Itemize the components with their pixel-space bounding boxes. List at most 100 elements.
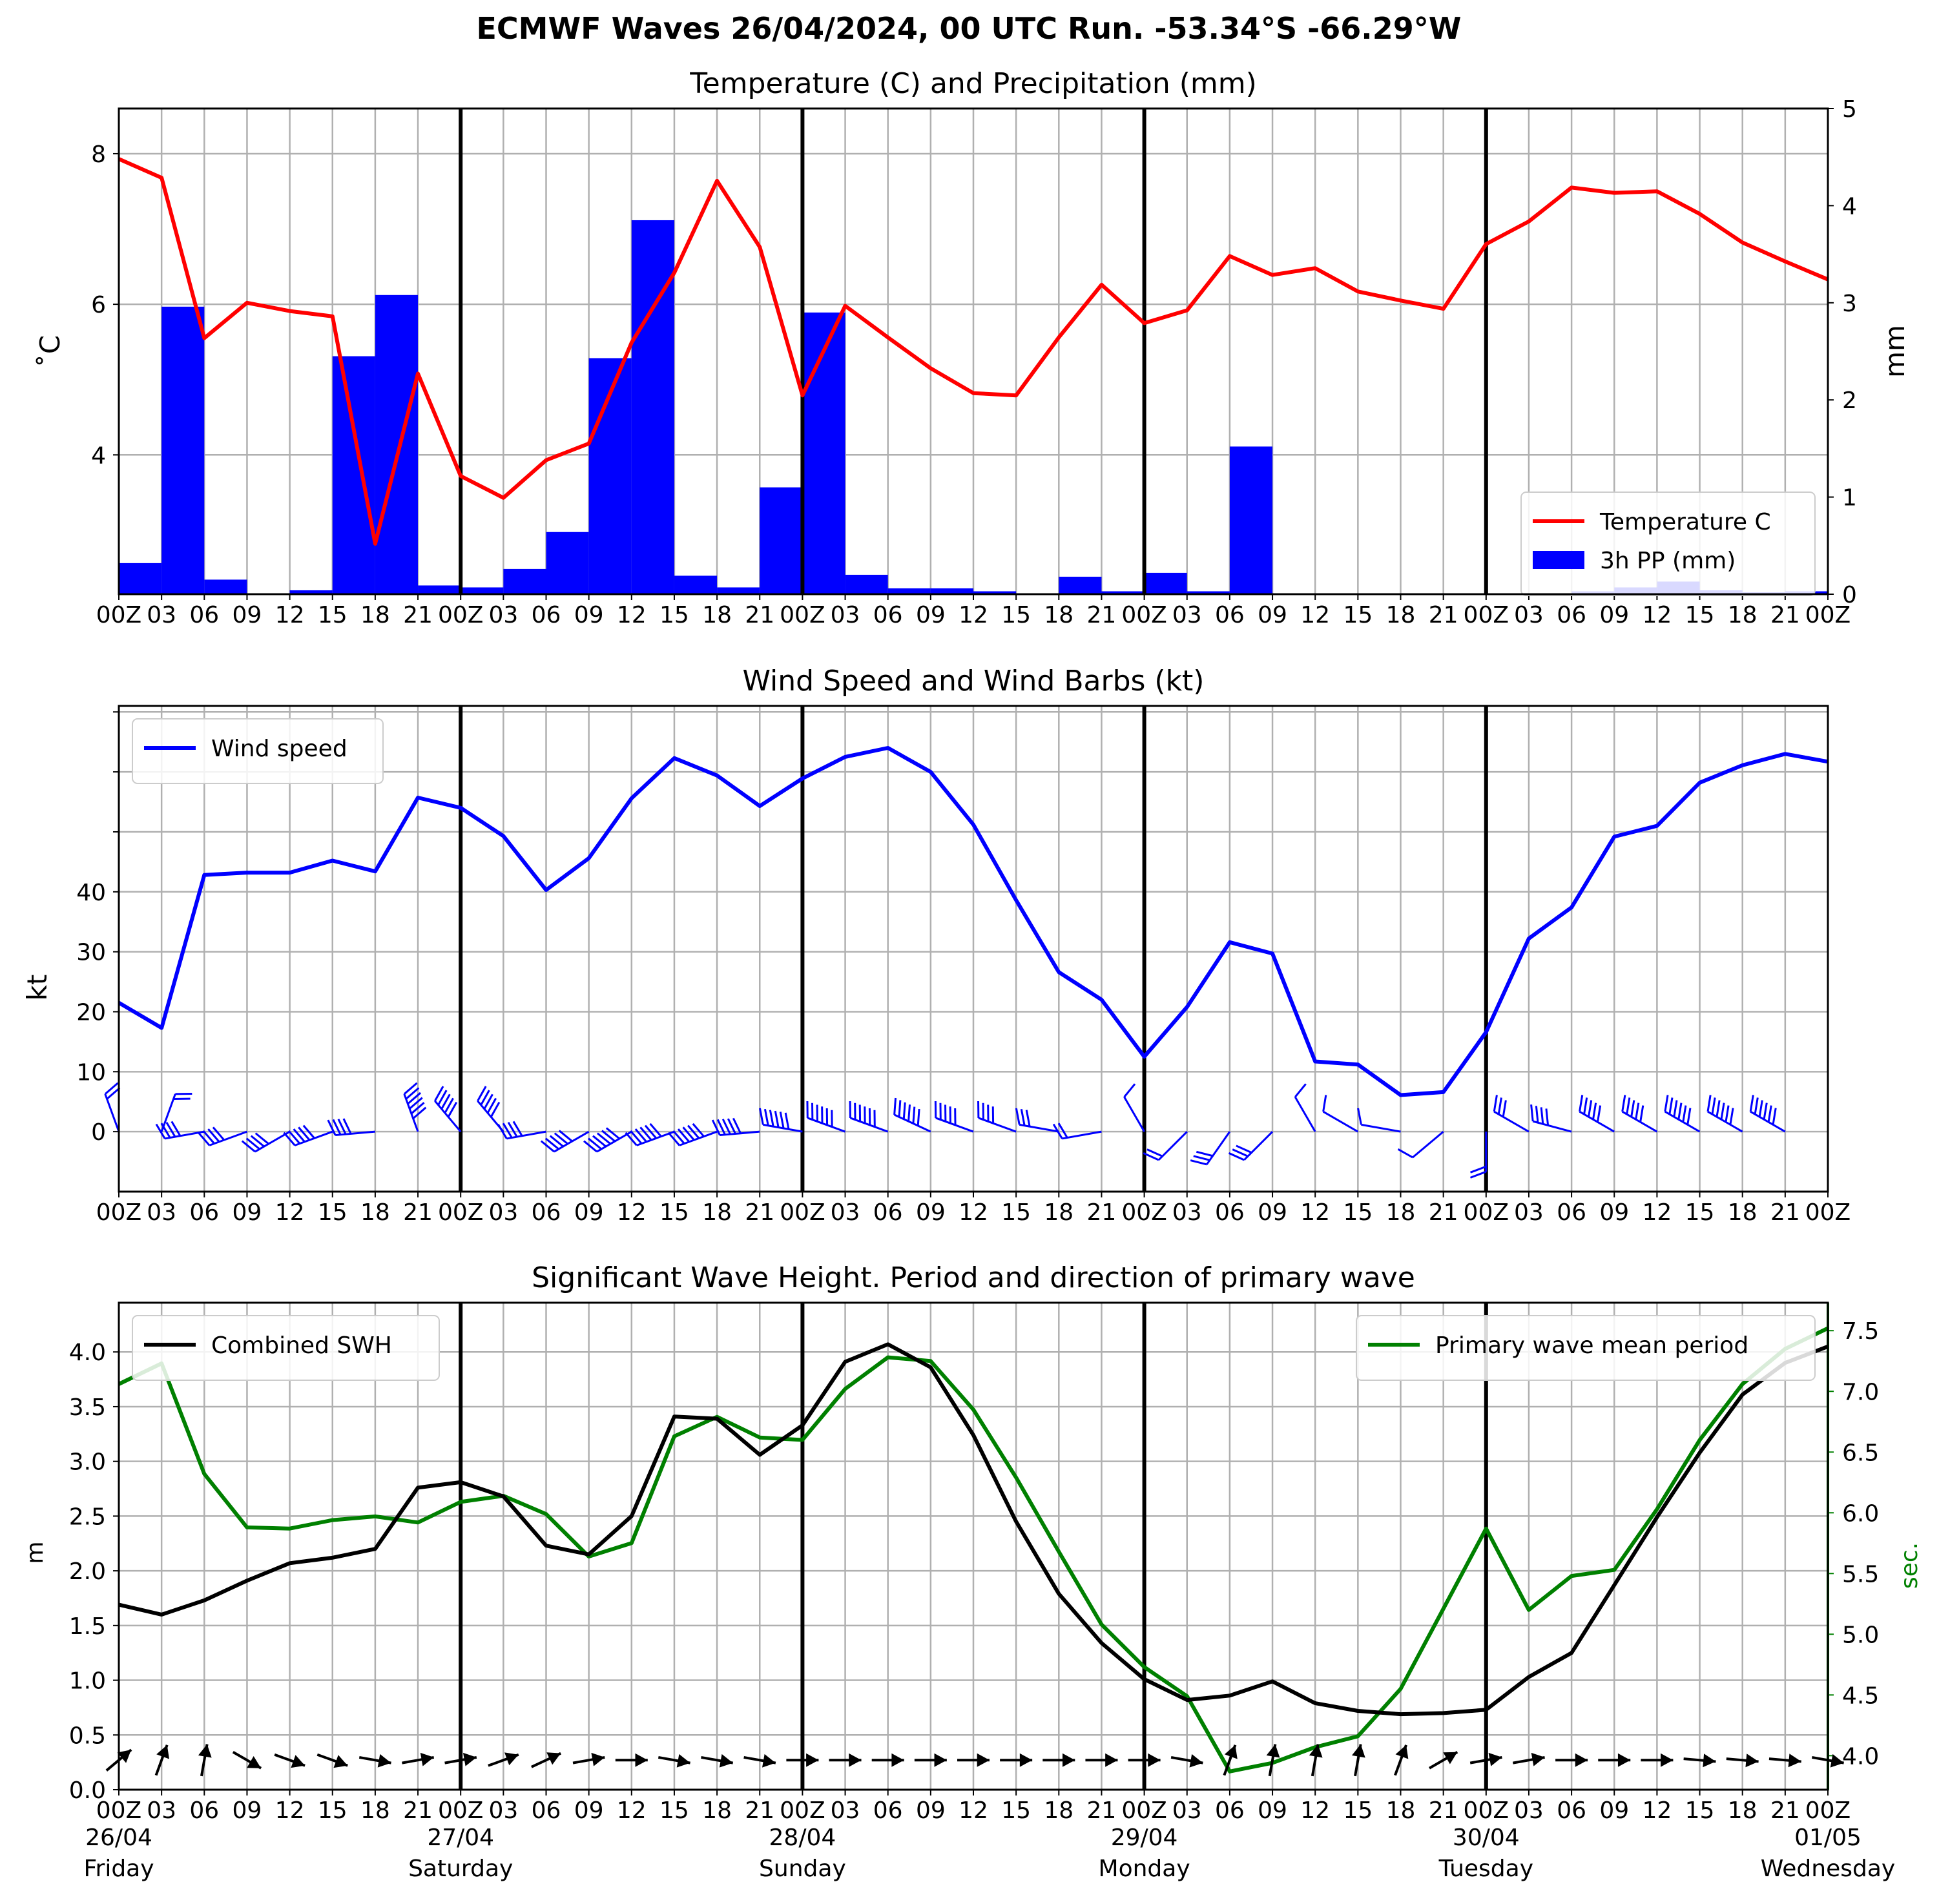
temperature-line-point: [929, 367, 932, 369]
x-tick-label: 18: [1728, 1797, 1758, 1824]
temperature-line-point: [289, 310, 291, 313]
wind-speed-line-point: [1570, 906, 1573, 909]
x-tick-label: 15: [1343, 1199, 1373, 1226]
x-tick-label: 06: [1557, 1199, 1586, 1226]
wind-barb-flag: [1635, 1102, 1640, 1120]
swh-line-point: [844, 1360, 847, 1363]
wind-barb-flag: [447, 1101, 458, 1118]
x-tick-label: 00Z: [1121, 1797, 1167, 1824]
wind-barb-staff: [1206, 1131, 1231, 1165]
x-tick-label: 15: [1685, 602, 1715, 628]
x-tick-label: 21: [1770, 1199, 1800, 1226]
wind-barb-staff: [335, 1130, 376, 1137]
wind-barb-flag: [437, 1090, 448, 1106]
y-tick-label: 6: [91, 292, 106, 318]
wind-barb-flag: [540, 1140, 555, 1153]
x-tick-label: 03: [1514, 1797, 1544, 1824]
x-tick-label: 09: [1258, 1797, 1287, 1824]
x-tick-label: 09: [233, 602, 262, 628]
wind-speed-line-point: [588, 857, 590, 860]
swh-line-point: [673, 1415, 676, 1418]
x-tick-label: 15: [1001, 1199, 1031, 1226]
precip-bar: [332, 356, 375, 594]
y-axis-label: kt: [21, 975, 53, 1001]
wind-barb-flag: [1236, 1144, 1252, 1154]
wind-barb-flag: [1677, 1102, 1683, 1120]
wind-barb-flag: [241, 1140, 256, 1153]
wind-speed-line-point: [1655, 825, 1658, 827]
wind-barb-flag: [692, 1123, 705, 1137]
wind-barb-flag: [549, 1135, 564, 1148]
wind-barb-flag: [332, 1119, 342, 1135]
wave-period-line-point: [1229, 1770, 1231, 1773]
wind-barb-flag: [106, 1087, 121, 1100]
temperature-line-point: [844, 304, 847, 307]
temperature-line-point: [758, 246, 761, 249]
swh-line-point: [1143, 1678, 1146, 1681]
x-tick-label: 12: [959, 1199, 988, 1226]
wave-period-line-point: [1057, 1550, 1060, 1553]
x-tick-label: 03: [1172, 1199, 1202, 1226]
plot-frame: [118, 1301, 1829, 1791]
wave-direction-arrowhead: [1575, 1753, 1588, 1767]
y2-axis-label: sec.: [1896, 1542, 1923, 1589]
wind-barb-staff: [978, 1117, 1017, 1133]
wind-barb-flag: [287, 1130, 301, 1144]
wind-barb-flag: [480, 1090, 490, 1106]
wind-speed-line-point: [289, 871, 291, 874]
x-tick-label: 18: [1044, 1797, 1073, 1824]
y-tick-label: 4: [91, 442, 106, 469]
temperature-line-point: [673, 271, 676, 274]
precip-bar: [289, 590, 333, 594]
x-tick-label: 03: [1514, 1199, 1544, 1226]
x-tick-label: 15: [1343, 602, 1373, 628]
x-tick-label: 21: [1087, 1797, 1117, 1824]
precip-bar: [887, 588, 931, 594]
wind-barb-flag: [165, 1122, 176, 1137]
wind-barb-flag: [1025, 1110, 1031, 1127]
x-tick-label: 00Z: [780, 602, 825, 628]
x-tick-label: 21: [745, 1797, 774, 1824]
wind-barb-staff: [1412, 1131, 1444, 1159]
wind-barb-flag: [639, 1126, 652, 1141]
swh-line-point: [1655, 1516, 1658, 1518]
wind-barb-flag: [605, 1127, 620, 1140]
wind-barb-staff: [1157, 1131, 1188, 1161]
x-tick-label: 12: [1300, 602, 1330, 628]
swh-line-point: [1057, 1593, 1060, 1595]
x-tick-label: 00Z: [1121, 1199, 1167, 1226]
wind-barb-flag: [784, 1112, 790, 1130]
wave-direction-arrowhead: [1019, 1753, 1033, 1767]
wave-direction-arrowhead: [117, 1750, 132, 1763]
x-tick-label: 21: [1087, 1199, 1117, 1226]
wind-barb-flag: [441, 1093, 451, 1110]
y2-tick-label: 3: [1842, 291, 1857, 317]
wind-barb-flag: [1535, 1106, 1539, 1123]
x-tick-label: 09: [1258, 1199, 1287, 1226]
wind-barb-flag: [554, 1132, 568, 1145]
wind-barb-staff: [254, 1130, 291, 1153]
wind-speed-line-point: [1057, 971, 1060, 973]
swh-line-point: [887, 1343, 889, 1345]
wave-direction-arrowhead: [676, 1754, 690, 1768]
wind-barb-flag: [763, 1108, 769, 1126]
temperature-line-point: [588, 442, 590, 445]
x-tick-label: 06: [532, 1797, 561, 1824]
precip-bar: [760, 487, 803, 594]
wave-direction-arrowhead: [1309, 1744, 1323, 1758]
x-tick-label: 03: [831, 1797, 860, 1824]
x-tick-label: 15: [659, 602, 689, 628]
wind-barb-flag: [1502, 1100, 1507, 1117]
y-tick-label: 1.0: [69, 1668, 106, 1695]
y-axis-label: ˚C: [34, 335, 66, 367]
wind-barb-flag: [1711, 1097, 1716, 1115]
wave-direction-arrowhead: [1703, 1754, 1716, 1768]
x-tick-label: 12: [617, 1199, 647, 1226]
wind-barb-flag: [1758, 1100, 1763, 1117]
wave-period-line-point: [801, 1438, 804, 1441]
swh-line-point: [1442, 1712, 1445, 1714]
x-tick-label: 18: [360, 602, 390, 628]
x-tick-label: 03: [831, 602, 860, 628]
temperature-line-point: [1485, 243, 1488, 245]
x-tick-label: 12: [275, 602, 305, 628]
